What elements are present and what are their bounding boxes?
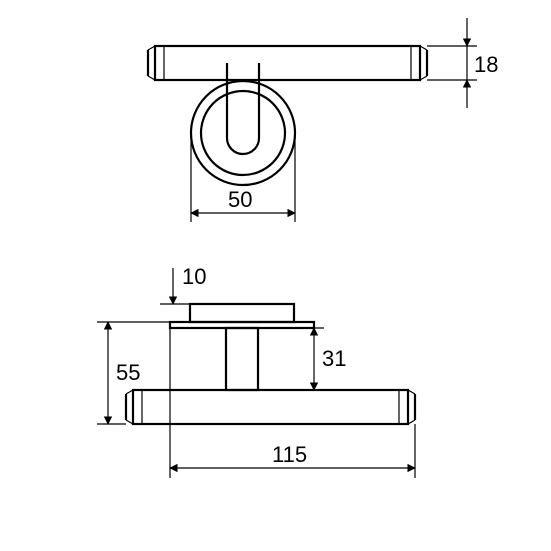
rose-outer [191,81,295,185]
handle-bar-side [133,390,408,424]
handle-bar-top [155,46,420,80]
stem-column [226,328,258,390]
dim-18: 18 [427,18,498,108]
dim-50-text: 50 [228,187,252,212]
technical-drawing: 18 50 10 [0,0,551,551]
dim-115: 115 [170,328,415,478]
dim-115-text: 115 [272,442,307,467]
dim-10: 10 [160,264,206,304]
dim-55-text: 55 [116,360,140,385]
top-view: 18 50 [148,18,498,222]
rose-plate [190,304,294,322]
dim-18-text: 18 [474,52,498,77]
dim-10-text: 10 [182,264,206,289]
side-view: 10 31 55 115 [97,264,415,478]
dim-31-text: 31 [322,346,346,371]
rose-inner [201,91,285,175]
stem-u [227,63,259,154]
dim-50: 50 [191,133,295,222]
dim-31: 31 [258,328,346,390]
